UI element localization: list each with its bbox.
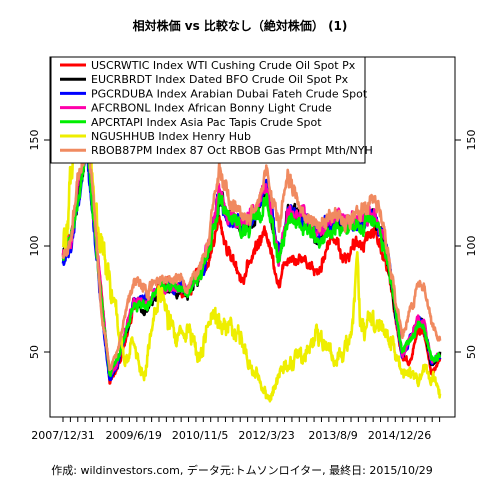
legend-entry: PGCRDUBA Index Arabian Dubai Fateh Crude… — [91, 87, 368, 100]
series-layer — [61, 60, 442, 403]
x-tick-label: 2009/6/19 — [105, 429, 161, 442]
x-tick-label: 2014/12/26 — [368, 429, 431, 442]
y-tick-label-left: 150 — [28, 130, 41, 151]
y-axis-left: 50 100 150 — [28, 130, 50, 359]
legend-entry: USCRWTIC Index WTI Cushing Crude Oil Spo… — [91, 59, 356, 72]
series-line — [61, 60, 442, 403]
legend-entry: RBOB87PM Index 87 Oct RBOB Gas Prmpt Mth… — [91, 144, 373, 157]
x-axis: 2007/12/31 2009/6/19 2010/11/5 2012/3/23 201… — [31, 417, 441, 442]
legend: USCRWTIC Index WTI Cushing Crude Oil Spo… — [50, 56, 373, 164]
series-line — [61, 130, 442, 372]
legend-entry: APCRTAPI Index Asia Pac Tapis Crude Spot — [91, 116, 322, 129]
chart-title: 相対株価 vs 比較なし（絶対株価） (1) — [133, 18, 348, 33]
legend-entry: AFCRBONL Index African Bonny Light Crude — [91, 102, 332, 115]
y-tick-label-left: 50 — [28, 345, 41, 359]
y-axis-right: 50 100 150 — [455, 130, 478, 359]
y-tick-label-right: 100 — [465, 236, 478, 257]
series-line — [61, 129, 442, 385]
x-tick-label: 2013/8/9 — [308, 429, 357, 442]
y-tick-label-right: 50 — [465, 345, 478, 359]
legend-box — [50, 56, 366, 164]
legend-entry: EUCRBRDT Index Dated BFO Crude Oil Spot … — [91, 73, 349, 86]
x-tick-label: 2012/3/23 — [238, 429, 294, 442]
x-tick-label: 2007/12/31 — [31, 429, 94, 442]
chart-caption: 作成: wildinvestors.com, データ元:トムソンロイター, 最終… — [51, 463, 432, 477]
y-tick-label-right: 150 — [465, 130, 478, 151]
x-tick-label: 2010/11/5 — [172, 429, 228, 442]
y-tick-label-left: 100 — [28, 236, 41, 257]
legend-entry: NGUSHHUB Index Henry Hub — [91, 130, 251, 143]
